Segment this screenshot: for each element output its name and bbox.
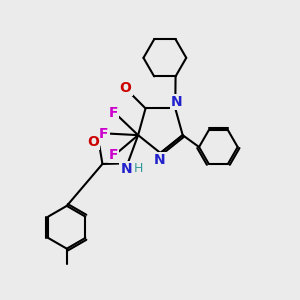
Text: H: H — [134, 162, 143, 175]
Text: N: N — [154, 152, 166, 167]
Text: O: O — [87, 135, 99, 149]
Text: O: O — [120, 81, 132, 94]
Text: N: N — [120, 162, 132, 176]
Text: N: N — [171, 95, 183, 109]
Text: F: F — [109, 148, 118, 162]
Text: F: F — [109, 106, 118, 120]
Text: F: F — [99, 127, 109, 141]
